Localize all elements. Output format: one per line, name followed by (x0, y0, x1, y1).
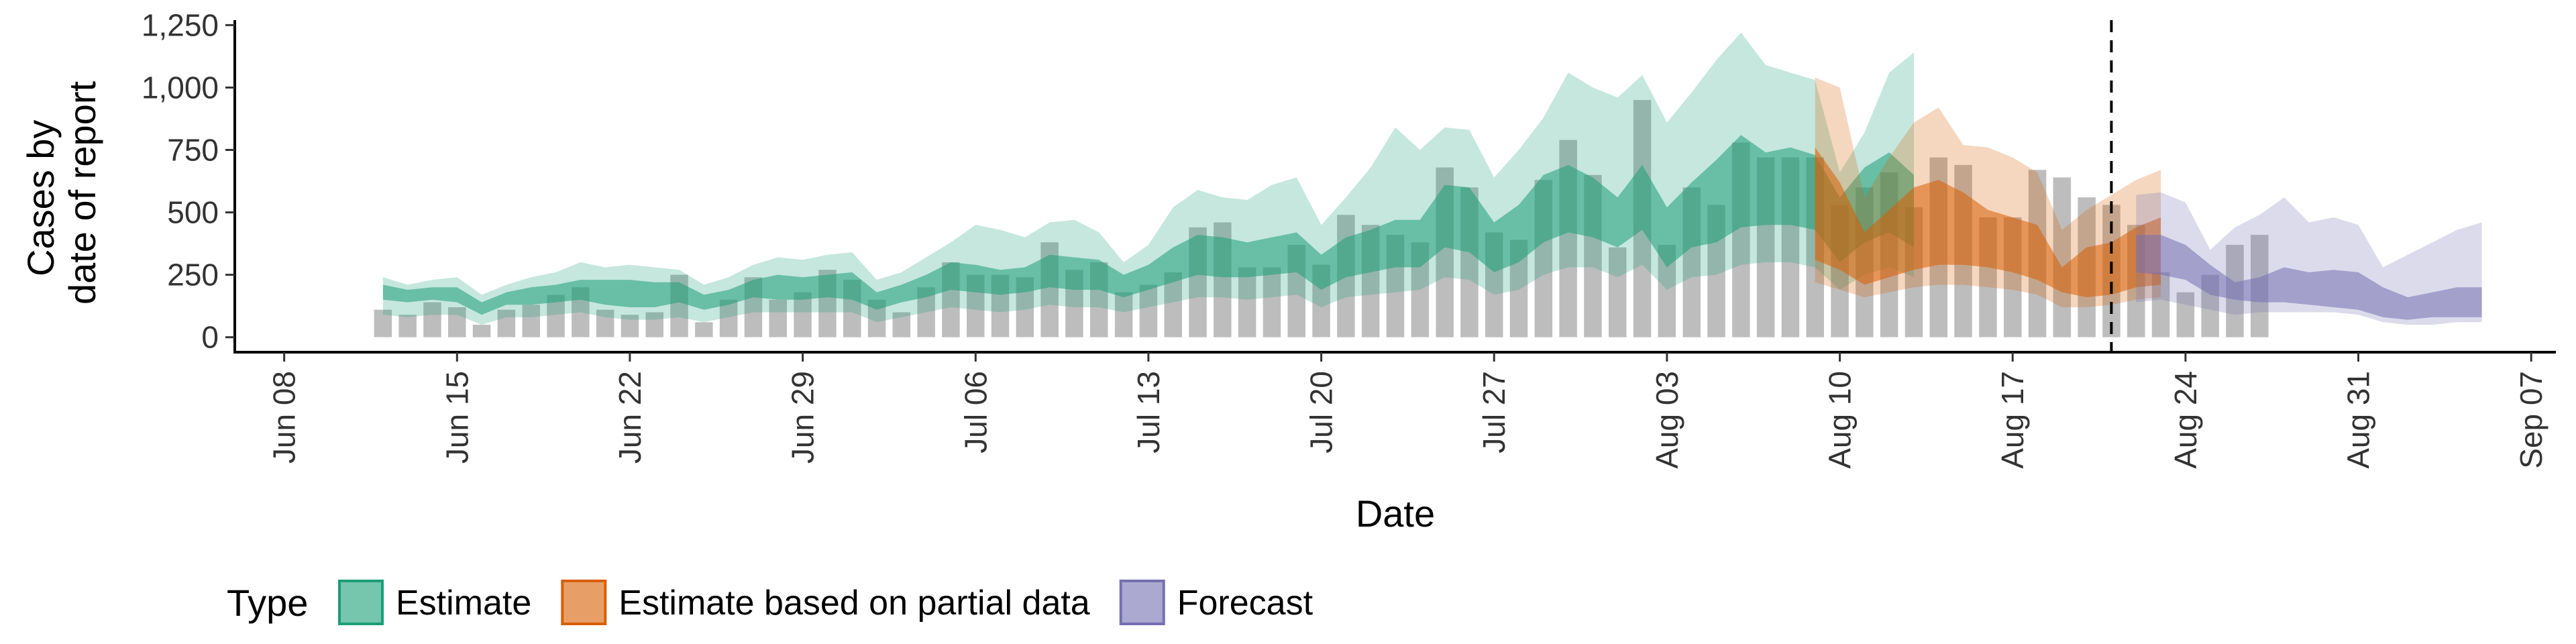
case-bar (1609, 247, 1627, 337)
legend-label: Forecast (1177, 584, 1313, 623)
legend-item: Estimate based on partial data (561, 580, 1090, 625)
case-bar (1263, 267, 1281, 337)
case-bar (1114, 292, 1133, 337)
bands-layer (382, 32, 2482, 325)
y-axis-title-line-1: Cases by (19, 120, 62, 276)
case-bar (621, 315, 639, 337)
case-bar (892, 312, 911, 337)
case-bar (1238, 267, 1256, 337)
case-bar (1139, 284, 1158, 337)
series-1 (1815, 77, 2161, 307)
series-inner-band (1815, 147, 2161, 298)
series-inner-band (382, 135, 1915, 315)
case-bar (398, 315, 417, 337)
y-tick-label: 750 (167, 133, 219, 168)
series-inner-band (2136, 235, 2482, 320)
x-tick-label: Sep 07 (2514, 371, 2548, 469)
legend-item: Forecast (1119, 580, 1313, 625)
y-tick-label: 250 (167, 258, 219, 292)
legend-swatch (1119, 580, 1165, 625)
x-axis-title: Date (1356, 492, 1435, 535)
x-tick-label: Aug 10 (1823, 371, 1858, 469)
x-tick-label: Aug 03 (1650, 371, 1684, 469)
legend-swatch (338, 580, 384, 625)
case-bar (472, 325, 491, 337)
series-0 (382, 32, 1915, 325)
x-tick-label: Jun 22 (612, 371, 647, 464)
x-tick-label: Aug 31 (2341, 371, 2376, 469)
case-bar (645, 312, 663, 337)
series-2 (2136, 192, 2482, 325)
case-bar (719, 299, 738, 337)
x-tick-label: Jun 29 (786, 371, 820, 464)
x-ticks: Jun 08 Jun 15 Jun 22 Jun 29 Jul 06 Jul 13 Jul … (267, 352, 2548, 469)
x-tick-label: Jul 06 (958, 371, 993, 453)
y-axis-title-line-2: date of report (61, 81, 103, 305)
x-tick-label: Aug 17 (1995, 371, 2030, 469)
y-tick-label: 0 (201, 320, 219, 355)
case-bar (374, 309, 392, 337)
legend-swatch (561, 580, 607, 625)
legend-item: Estimate (338, 580, 531, 625)
x-tick-label: Jul 13 (1131, 371, 1166, 453)
legend-label: Estimate (396, 584, 531, 623)
x-tick-label: Jun 08 (267, 371, 302, 464)
legend: Type Estimate Estimate based on partial d… (227, 580, 1313, 625)
y-tick-label: 1,000 (142, 70, 219, 105)
case-bar (2176, 292, 2195, 337)
case-bar (423, 302, 441, 337)
case-bar (448, 307, 466, 337)
legend-label: Estimate based on partial data (619, 584, 1090, 623)
case-bar (794, 292, 812, 337)
legend-title: Type (227, 582, 308, 624)
y-tick-label: 500 (167, 195, 219, 230)
y-axis-title: Cases by date of report (19, 81, 103, 305)
legend-items: Estimate Estimate based on partial data Fo… (338, 580, 1313, 625)
axes-layer (233, 20, 2556, 354)
x-tick-label: Jun 15 (439, 371, 474, 464)
y-tick-label: 1,250 (142, 7, 219, 42)
case-bar (522, 305, 540, 337)
x-tick-label: Jul 20 (1304, 371, 1339, 453)
x-tick-label: Aug 24 (2168, 371, 2203, 469)
case-bar (695, 322, 713, 337)
case-bar (596, 309, 614, 337)
case-bar (769, 299, 787, 337)
x-tick-label: Jul 27 (1477, 371, 1511, 453)
case-bar (497, 309, 516, 337)
y-ticks: 0 250 500 750 1,000 1,250 (142, 7, 235, 355)
